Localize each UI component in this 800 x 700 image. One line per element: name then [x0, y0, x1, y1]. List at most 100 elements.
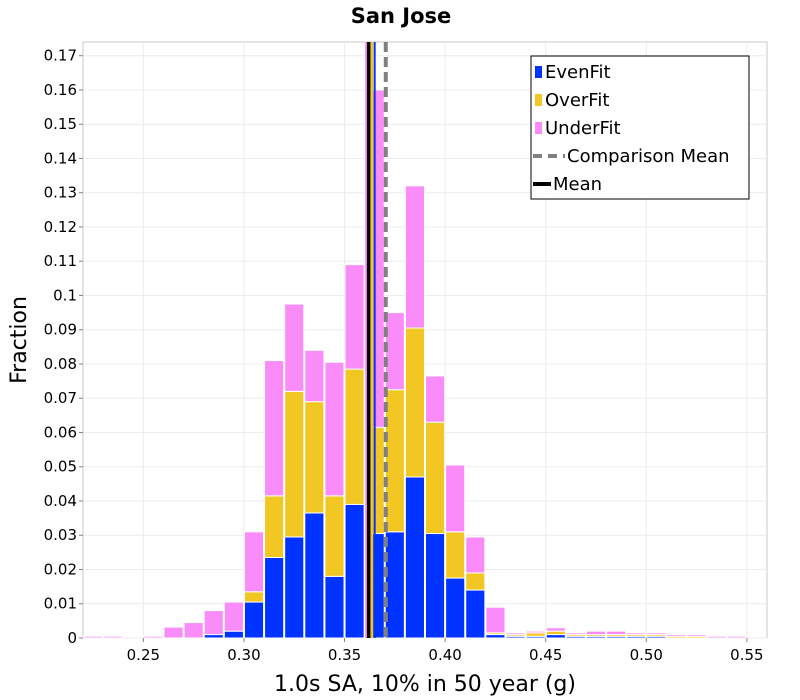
bar-underfit-12 [324, 361, 345, 497]
x-axis-title: 1.0s SA, 10% in 50 year (g) [274, 672, 576, 697]
legend-entry-comparison-mean: Comparison Mean [533, 146, 730, 167]
bar-underfit-7 [223, 601, 244, 632]
y-axis-title: Fraction [7, 296, 32, 384]
y-tick-label: 0.12 [44, 218, 77, 236]
bar-overfit-10 [284, 390, 305, 538]
bar-overfit-23 [545, 630, 566, 636]
bar-underfit-17 [425, 375, 446, 423]
y-tick-label: 0.15 [44, 115, 77, 133]
bar-underfit-28 [646, 632, 667, 636]
legend-label: EvenFit [545, 62, 611, 83]
y-tick-label: 0.05 [44, 458, 77, 476]
bar-overfit-16 [404, 327, 426, 478]
x-tick-label: 0.55 [730, 646, 763, 664]
x-tick-label: 0.45 [529, 646, 562, 664]
legend-entry-overfit: OverFit [535, 90, 609, 111]
legend-box [530, 55, 750, 200]
y-tick-label: 0.17 [44, 47, 77, 65]
bar-evenfit-12 [324, 575, 345, 639]
bar-evenfit-6 [203, 634, 224, 639]
x-tick-label: 0.25 [127, 646, 160, 664]
y-axis: 0 0.01 0.02 0.03 0.04 0.05 0.06 0.07 0.08 0.09 0.1… [44, 47, 83, 647]
bar-overfit-19 [465, 572, 486, 591]
bar-underfit-10 [284, 303, 305, 392]
bar-evenfit-8 [243, 601, 265, 639]
legend-label: OverFit [545, 90, 609, 111]
y-tick-label: 0.1 [53, 286, 77, 304]
legend-swatch [535, 122, 542, 134]
bar-underfit-8 [243, 531, 265, 593]
bar-underfit-30 [686, 634, 707, 637]
legend-swatch [535, 66, 542, 78]
bar-underfit-27 [626, 632, 647, 636]
bar-underfit-0 [83, 635, 104, 639]
bar-underfit-26 [606, 630, 627, 636]
bar-underfit-20 [485, 606, 506, 634]
bar-underfit-5 [183, 622, 204, 639]
bar-underfit-3 [143, 635, 164, 639]
y-tick-label: 0.06 [44, 423, 77, 441]
y-tick-label: 0 [67, 629, 77, 647]
y-tick-label: 0.04 [44, 492, 77, 510]
bar-underfit-23 [545, 627, 566, 632]
y-tick-label: 0.01 [44, 595, 77, 613]
bar-underfit-6 [203, 610, 224, 636]
bar-underfit-32 [726, 635, 747, 639]
y-tick-label: 0.13 [44, 184, 77, 202]
y-tick-label: 0.08 [44, 355, 77, 373]
bar-evenfit-13 [344, 503, 365, 639]
legend-label: UnderFit [545, 118, 621, 139]
x-tick-label: 0.50 [630, 646, 663, 664]
legend-label: Mean [553, 174, 602, 195]
bar-evenfit-7 [223, 630, 244, 639]
bar-evenfit-16 [404, 476, 426, 639]
y-tick-label: 0.07 [44, 389, 77, 407]
bar-evenfit-18 [445, 577, 466, 639]
bar-underfit-22 [525, 630, 546, 634]
bar-evenfit-23 [545, 634, 566, 639]
bar-underfit-31 [706, 635, 727, 639]
bar-underfit-4 [163, 626, 184, 639]
x-tick-label: 0.35 [328, 646, 361, 664]
legend-swatch [535, 94, 542, 106]
y-tick-label: 0.11 [44, 252, 77, 270]
y-tick-label: 0.09 [44, 321, 77, 339]
bar-overfit-15 [384, 389, 405, 533]
bar-overfit-18 [445, 531, 466, 579]
bar-underfit-29 [666, 634, 687, 637]
y-tick-label: 0.03 [44, 526, 77, 544]
bar-evenfit-20 [485, 634, 506, 639]
bar-underfit-21 [505, 632, 526, 636]
bar-underfit-16 [404, 185, 426, 329]
bar-underfit-15 [384, 312, 405, 391]
legend-label: Comparison Mean [567, 146, 730, 167]
bar-underfit-13 [344, 264, 365, 370]
bar-underfit-25 [585, 630, 607, 636]
legend-entry-mean: Mean [533, 174, 602, 195]
legend-entry-evenfit: EvenFit [535, 62, 611, 83]
bar-overfit-17 [425, 421, 446, 535]
bar-overfit-9 [264, 495, 285, 559]
bar-underfit-19 [465, 536, 486, 574]
bar-overfit-22 [525, 632, 546, 637]
bar-evenfit-15 [384, 531, 405, 639]
bar-underfit-18 [445, 464, 466, 533]
legend-entry-underfit: UnderFit [535, 118, 621, 139]
chart-title: San Jose [351, 4, 452, 28]
bars [83, 89, 747, 639]
bar-underfit-11 [304, 349, 325, 403]
bar-overfit-11 [304, 401, 325, 514]
x-tick-label: 0.30 [227, 646, 260, 664]
y-tick-label: 0.14 [44, 149, 77, 167]
y-tick-label: 0.16 [44, 81, 77, 99]
bar-underfit-24 [565, 632, 586, 636]
mean-lines [365, 42, 388, 638]
bar-evenfit-10 [284, 536, 305, 639]
bar-evenfit-11 [304, 512, 325, 639]
legend: EvenFit OverFit UnderFit Comparison Mean Mea… [530, 55, 750, 200]
bar-overfit-13 [344, 368, 365, 505]
bar-evenfit-17 [425, 533, 446, 639]
x-axis: 0.25 0.30 0.35 0.40 0.45 0.50 0.55 [127, 638, 764, 664]
bar-overfit-8 [243, 591, 265, 603]
